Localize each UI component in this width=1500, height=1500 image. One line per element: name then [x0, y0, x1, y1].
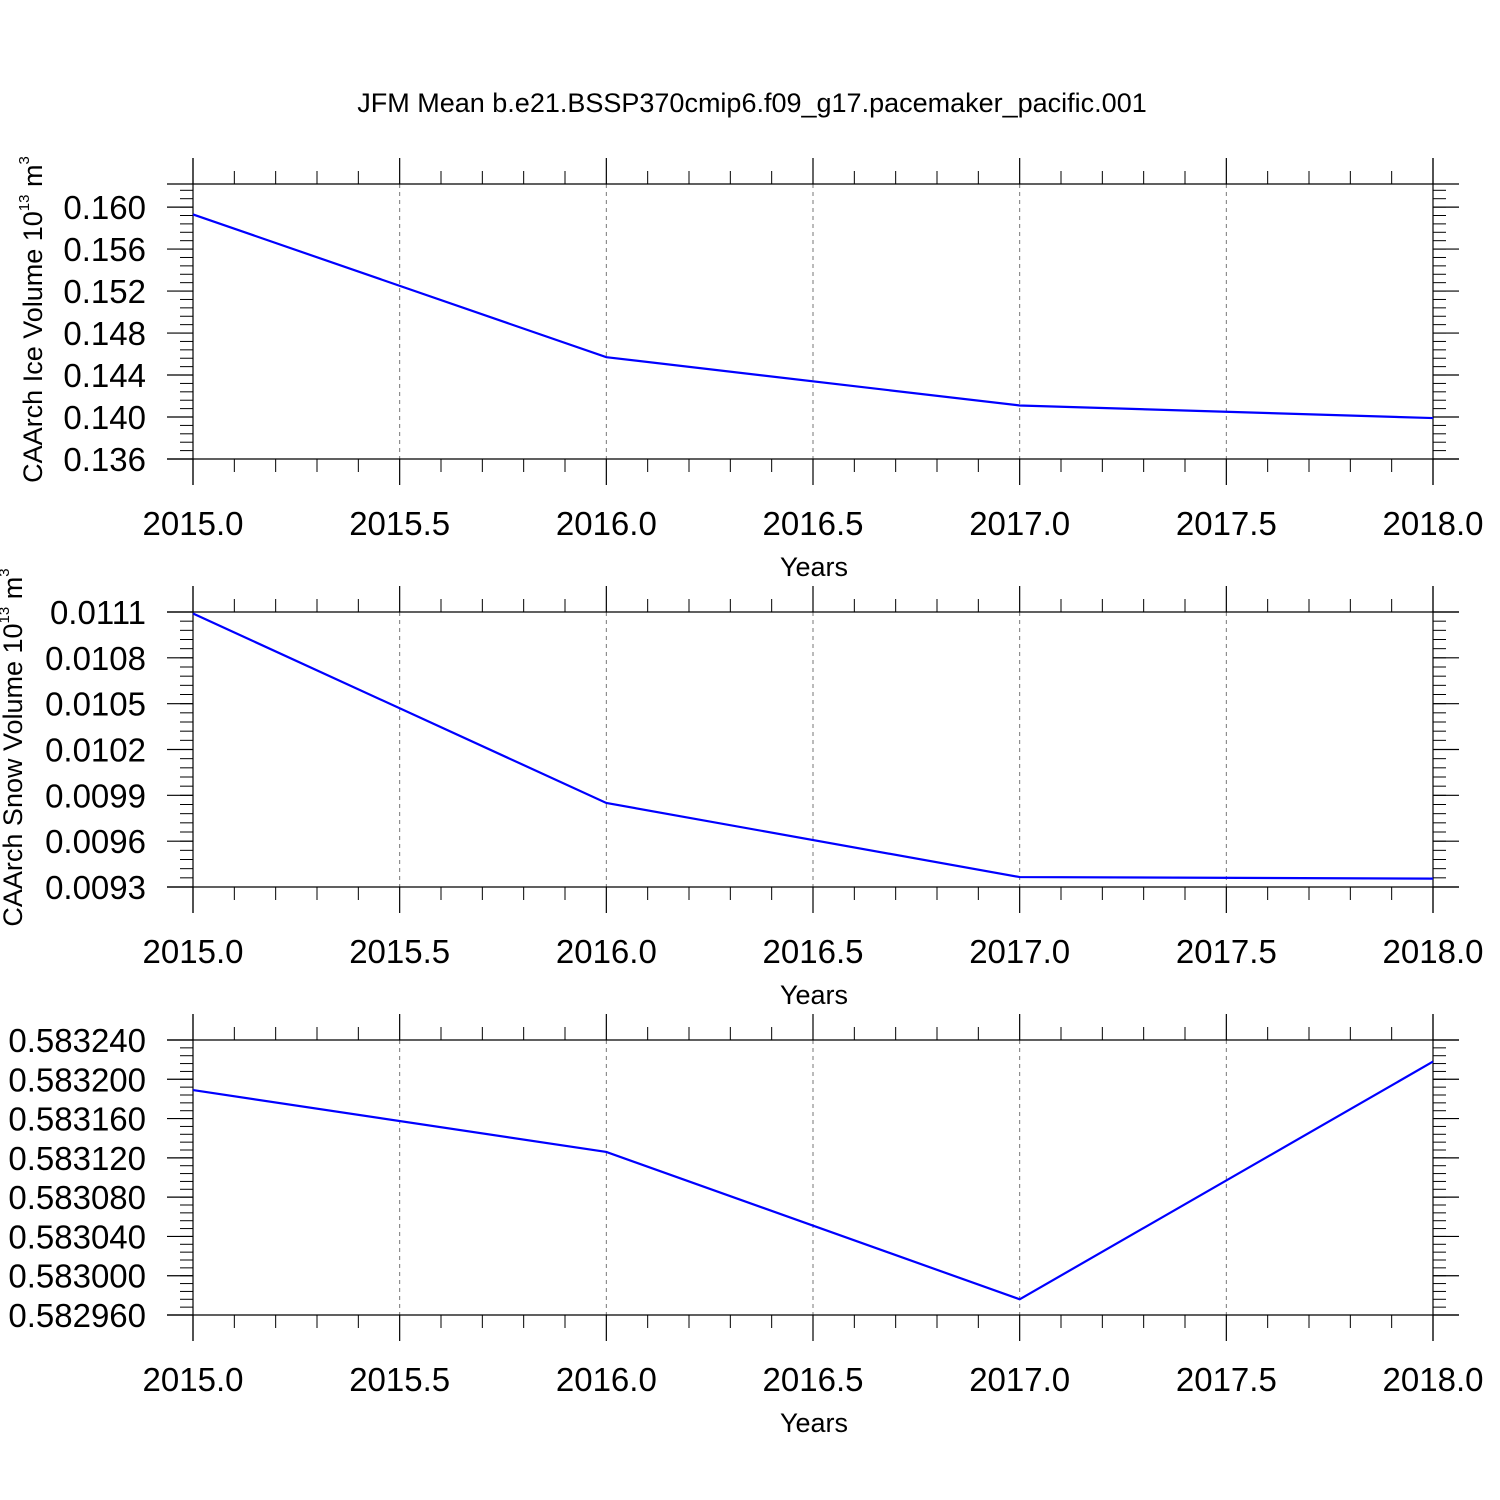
- y-tick-label: 0.136: [63, 441, 146, 478]
- y-tick-label: 0.583120: [8, 1140, 146, 1177]
- x-tick-label: 2015.0: [143, 505, 244, 542]
- x-tick-label: 2016.0: [556, 505, 657, 542]
- x-tick-label: 2017.5: [1176, 505, 1277, 542]
- x-tick-label: 2017.5: [1176, 1361, 1277, 1398]
- y-tick-label: 0.156: [63, 231, 146, 268]
- x-tick-label: 2018.0: [1383, 505, 1484, 542]
- x-tick-label: 2017.0: [969, 505, 1070, 542]
- y-tick-label: 0.0111: [50, 594, 146, 631]
- y-tick-label: 0.0093: [45, 869, 146, 906]
- x-tick-label: 2015.5: [349, 505, 450, 542]
- x-tick-label: 2017.0: [969, 1361, 1070, 1398]
- x-tick-label: 2018.0: [1383, 933, 1484, 970]
- x-tick-label: 2015.0: [143, 933, 244, 970]
- x-tick-label: 2015.5: [349, 933, 450, 970]
- y-tick-label: 0.160: [63, 189, 146, 226]
- y-tick-label: 0.140: [63, 399, 146, 436]
- y-tick-label: 0.0099: [45, 777, 146, 814]
- x-tick-label: 2016.5: [763, 933, 864, 970]
- y-tick-label: 0.582960: [8, 1297, 146, 1334]
- x-tick-label: 2017.5: [1176, 933, 1277, 970]
- y-tick-label: 0.152: [63, 273, 146, 310]
- series-line: [192, 612, 1434, 880]
- x-axis-label: Years: [780, 980, 848, 1010]
- y-tick-label: 0.0102: [45, 732, 146, 769]
- y-tick-label: 0.0096: [45, 823, 146, 860]
- chart-panel-2: 2015.0 2015.5 2016.0 2016.5 2017.0 2017.5 2018…: [0, 568, 1483, 1010]
- series-line: [192, 213, 1434, 420]
- x-axis-label: Years: [780, 552, 848, 582]
- y-tick-label: 0.583160: [8, 1101, 146, 1138]
- x-tick-label: 2015.0: [143, 1361, 244, 1398]
- x-tick-label: 2015.5: [349, 1361, 450, 1398]
- series-line: [192, 1060, 1434, 1301]
- x-tick-label: 2016.5: [763, 1361, 864, 1398]
- panels: 2015.0 2015.5 2016.0 2016.5 2017.0 2017.5 2018…: [0, 156, 1483, 1438]
- x-tick-label: 2016.0: [556, 933, 657, 970]
- chart-panel-1: 2015.0 2015.5 2016.0 2016.5 2017.0 2017.5 2018…: [16, 156, 1483, 582]
- x-axis-label: Years: [780, 1408, 848, 1438]
- chart-panel-3: 2015.0 2015.5 2016.0 2016.5 2017.0 2017.5 2018…: [8, 1014, 1483, 1438]
- x-tick-label: 2016.0: [556, 1361, 657, 1398]
- y-tick-label: 0.144: [63, 357, 146, 394]
- y-tick-label: 0.0105: [45, 686, 146, 723]
- y-tick-label: 0.583200: [8, 1061, 146, 1098]
- y-tick-label: 0.583080: [8, 1179, 146, 1216]
- y-tick-label: 0.0108: [45, 640, 146, 677]
- y-axis-label: CAArch Ice Volume 1013 m3: [16, 156, 48, 483]
- x-tick-label: 2018.0: [1383, 1361, 1484, 1398]
- y-tick-label: 0.583000: [8, 1258, 146, 1295]
- y-tick-label: 0.583040: [8, 1218, 146, 1255]
- figure-title: JFM Mean b.e21.BSSP370cmip6.f09_g17.pace…: [357, 88, 1146, 118]
- y-axis-label: CAArch Snow Volume 1013 m3: [0, 568, 28, 926]
- x-tick-label: 2017.0: [969, 933, 1070, 970]
- x-tick-label: 2016.5: [763, 505, 864, 542]
- y-tick-label: 0.583240: [8, 1022, 146, 1059]
- y-tick-label: 0.148: [63, 315, 146, 352]
